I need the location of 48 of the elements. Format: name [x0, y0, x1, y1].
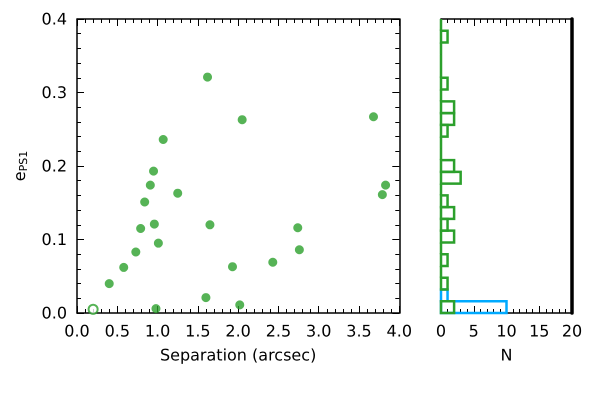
point — [149, 166, 158, 176]
point — [381, 180, 390, 190]
point — [88, 304, 99, 315]
bar — [440, 300, 456, 314]
x-tick-label: 2.5 — [266, 322, 292, 340]
point — [238, 115, 247, 124]
point — [378, 190, 387, 200]
x-tick-label: 1.5 — [185, 322, 211, 340]
y-axis-title: ePS1 — [10, 150, 30, 182]
y-tick-label: 0.0 — [42, 304, 67, 322]
point — [151, 304, 160, 314]
point — [150, 220, 159, 229]
x-tick-label: 1.0 — [144, 322, 170, 340]
point — [154, 238, 163, 248]
point — [205, 220, 214, 230]
point — [235, 300, 244, 310]
x-tick-label: 0.5 — [104, 322, 130, 340]
point — [119, 262, 128, 272]
x-tick-label: 2.0 — [225, 322, 251, 340]
point — [146, 180, 155, 190]
y-tick-label: 0.2 — [42, 156, 67, 176]
point — [203, 72, 212, 82]
point — [201, 293, 210, 302]
point — [293, 223, 302, 232]
y-tick-label: 0.1 — [42, 230, 67, 249]
x-tick-label: 0.0 — [64, 322, 90, 340]
x-tick-label: 4.0 — [386, 322, 412, 340]
point — [228, 262, 237, 272]
x-tick-label: 3.0 — [306, 322, 332, 340]
point — [158, 135, 168, 144]
point — [136, 224, 146, 233]
point — [173, 188, 182, 198]
y-tick-label: 0.4 — [42, 10, 67, 28]
point — [294, 245, 304, 254]
x-tick-label: 5 — [468, 322, 479, 340]
point — [131, 247, 140, 256]
x-axis-title: N — [500, 346, 512, 364]
x-tick-label: 10 — [496, 322, 517, 340]
x-axis-title: Separation (arcsec) — [160, 346, 316, 364]
x-tick-label: 20 — [562, 322, 582, 340]
point — [369, 112, 378, 122]
point — [268, 258, 278, 267]
point — [104, 279, 114, 288]
x-tick-label: 3.5 — [346, 322, 372, 340]
y-tick-label: 0.3 — [42, 83, 67, 102]
point — [140, 198, 150, 207]
x-tick-label: 15 — [529, 322, 550, 340]
x-tick-label: 0 — [436, 322, 446, 340]
